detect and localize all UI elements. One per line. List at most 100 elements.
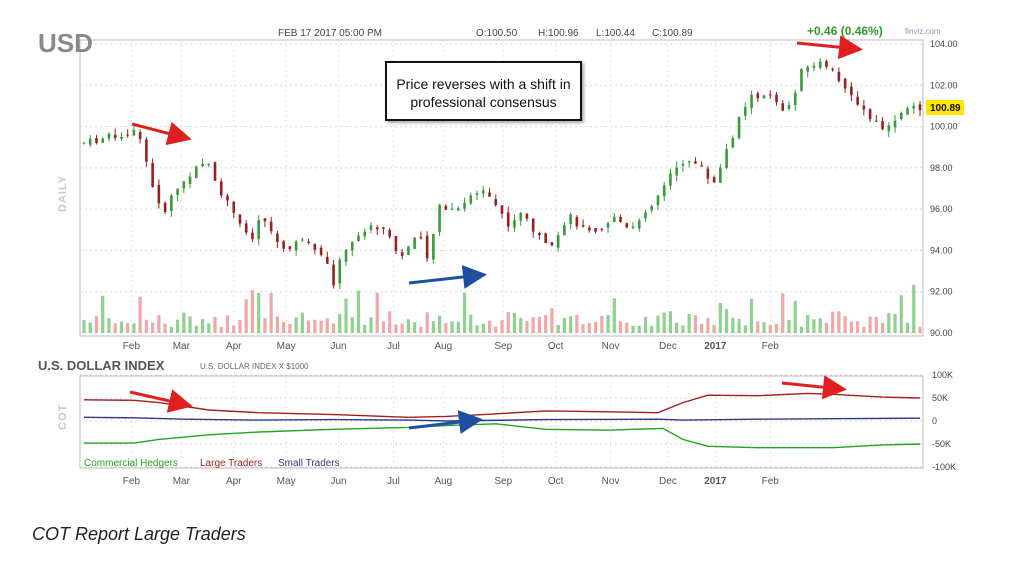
cot-panel-label: COT bbox=[57, 404, 69, 430]
price-xtick-label: 2017 bbox=[704, 341, 727, 352]
volume-bar bbox=[581, 324, 585, 333]
price-xtick-label: Sep bbox=[494, 341, 512, 352]
candle-body bbox=[113, 134, 117, 138]
candle-body bbox=[475, 193, 479, 195]
volume-bar bbox=[107, 318, 111, 333]
volume-bar bbox=[687, 314, 691, 333]
candle-body bbox=[88, 138, 92, 145]
candle-body bbox=[719, 167, 722, 183]
candle-body bbox=[419, 236, 423, 239]
candle-body bbox=[244, 223, 248, 233]
volume-bar bbox=[612, 298, 616, 333]
volume-bar bbox=[400, 323, 404, 333]
volume-bar bbox=[787, 319, 791, 333]
volume-bar bbox=[244, 299, 248, 333]
volume-bar bbox=[138, 296, 142, 333]
candle-body bbox=[550, 242, 554, 246]
volume-bar bbox=[718, 302, 722, 333]
candle-body bbox=[506, 212, 510, 227]
volume-bar bbox=[381, 321, 386, 333]
candle-body bbox=[787, 104, 791, 109]
volume-bar bbox=[905, 322, 910, 333]
volume-bar bbox=[475, 325, 479, 333]
volume-bar bbox=[774, 324, 779, 333]
volume-bar bbox=[544, 315, 548, 333]
volume-bar bbox=[219, 326, 223, 333]
candle-body bbox=[232, 201, 236, 213]
candle-body bbox=[600, 229, 604, 231]
candle-body bbox=[793, 92, 797, 106]
candle-body bbox=[457, 208, 460, 211]
candle-body bbox=[806, 66, 810, 72]
open-label: O:100.50 bbox=[476, 28, 518, 39]
candle-body bbox=[238, 214, 242, 224]
candle-body bbox=[463, 202, 466, 209]
volume-bar bbox=[413, 322, 417, 333]
candle-body bbox=[332, 264, 335, 286]
candle-body bbox=[369, 225, 373, 230]
candle-body bbox=[488, 192, 491, 197]
volume-bar bbox=[874, 316, 878, 333]
candle-body bbox=[288, 246, 292, 250]
candle-body bbox=[631, 226, 635, 229]
candle-body bbox=[694, 161, 697, 164]
volume-bar bbox=[912, 284, 916, 333]
candle-body bbox=[126, 134, 129, 136]
arrow-blue-price bbox=[408, 265, 487, 289]
price-ytick-label: 104.00 bbox=[930, 39, 958, 49]
cot-subtitle: U.S. DOLLAR INDEX X $1000 bbox=[200, 362, 309, 371]
volume-bar bbox=[849, 321, 853, 333]
candle-body bbox=[276, 233, 279, 243]
candle-body bbox=[282, 241, 285, 249]
candle-body bbox=[850, 86, 853, 96]
price-xtick-label: Oct bbox=[548, 341, 564, 352]
volume-bar bbox=[893, 313, 897, 333]
volume-bar bbox=[494, 326, 498, 333]
candle-body bbox=[588, 227, 591, 231]
volume-bar bbox=[818, 318, 822, 333]
candle-body bbox=[669, 173, 672, 186]
cot-ytick-label: -50K bbox=[932, 439, 951, 449]
candle-body bbox=[893, 120, 897, 128]
volume-bar bbox=[294, 317, 298, 333]
candle-body bbox=[531, 218, 535, 232]
candle-body bbox=[768, 94, 772, 96]
candle-body bbox=[145, 139, 148, 162]
candle-body bbox=[151, 162, 154, 187]
volume-bar bbox=[338, 314, 342, 333]
last-price-value: 100.89 bbox=[930, 103, 961, 114]
symbol-label: USD bbox=[38, 28, 93, 58]
volume-bar bbox=[650, 325, 654, 333]
candle-body bbox=[875, 120, 878, 122]
volume-bar bbox=[681, 325, 685, 333]
volume-bar bbox=[331, 323, 336, 333]
volume-bar bbox=[469, 314, 473, 333]
volume-bar bbox=[263, 318, 267, 333]
volume-bar bbox=[344, 298, 348, 333]
volume-bar bbox=[232, 325, 236, 333]
cot-ytick-label: 50K bbox=[932, 393, 948, 403]
candle-body bbox=[432, 234, 435, 260]
volume-bar bbox=[600, 315, 604, 333]
candle-body bbox=[201, 163, 204, 167]
candle-body bbox=[887, 125, 891, 132]
cot-xtick-label: Jun bbox=[330, 476, 346, 487]
candle-body bbox=[912, 105, 916, 109]
volume-bar bbox=[119, 321, 124, 333]
cot-xtick-label: Jul bbox=[387, 476, 400, 487]
cot-xtick-label: Mar bbox=[173, 476, 191, 487]
volume-bar bbox=[500, 320, 504, 333]
volume-bar bbox=[207, 323, 211, 333]
candle-body bbox=[563, 224, 566, 236]
candle-body bbox=[207, 163, 211, 166]
volume-bar bbox=[126, 323, 130, 333]
candle-body bbox=[644, 212, 647, 219]
volume-bar bbox=[799, 326, 804, 333]
volume-bar bbox=[300, 312, 304, 333]
volume-bar bbox=[862, 326, 866, 333]
candle-body bbox=[157, 185, 161, 204]
volume-bar bbox=[556, 325, 560, 333]
volume-bar bbox=[918, 326, 922, 333]
volume-bar bbox=[394, 324, 398, 333]
candle-body bbox=[469, 195, 473, 204]
